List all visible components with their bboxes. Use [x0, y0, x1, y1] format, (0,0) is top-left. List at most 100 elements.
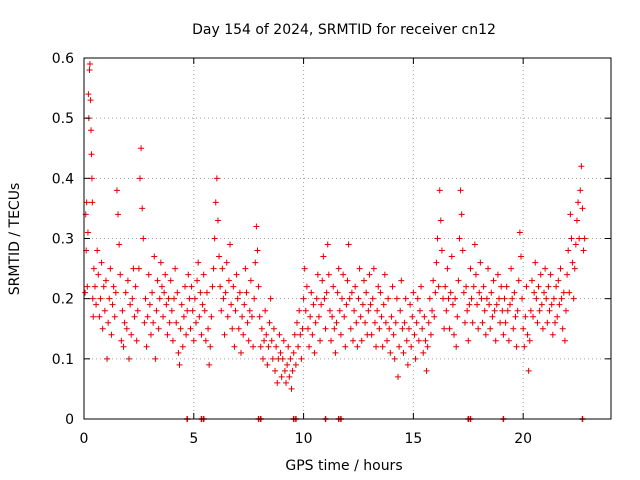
data-point	[577, 187, 584, 194]
data-point	[470, 283, 477, 290]
data-point	[220, 295, 227, 302]
data-point	[131, 313, 138, 320]
data-point	[381, 271, 388, 278]
data-point	[558, 295, 565, 302]
data-point	[297, 331, 304, 338]
data-point	[387, 349, 394, 356]
data-point	[427, 331, 434, 338]
data-point	[307, 313, 314, 320]
data-point	[443, 307, 450, 314]
data-point	[158, 283, 165, 290]
data-point	[539, 325, 546, 332]
data-point	[203, 289, 210, 296]
data-point	[578, 163, 585, 170]
data-point	[423, 367, 430, 374]
data-point	[173, 319, 180, 326]
data-point	[537, 271, 544, 278]
data-point	[243, 289, 250, 296]
data-point	[285, 343, 292, 350]
data-point	[478, 295, 485, 302]
x-tick-label: 5	[189, 431, 198, 447]
data-point	[96, 313, 103, 320]
data-point	[464, 307, 471, 314]
data-point	[449, 301, 456, 308]
data-point	[121, 319, 128, 326]
data-point	[151, 253, 158, 260]
data-point	[513, 343, 520, 350]
data-point	[492, 337, 499, 344]
data-point	[288, 385, 295, 392]
data-point	[100, 283, 107, 290]
data-point	[198, 331, 205, 338]
data-point	[110, 283, 117, 290]
data-point	[138, 145, 145, 152]
data-point	[572, 241, 579, 248]
data-point	[467, 265, 474, 272]
data-point	[86, 61, 93, 68]
data-point	[432, 289, 439, 296]
data-point	[337, 331, 344, 338]
data-point	[308, 289, 315, 296]
data-point	[234, 295, 241, 302]
data-point	[320, 253, 327, 260]
data-point	[332, 349, 339, 356]
data-point	[209, 283, 216, 290]
data-point	[85, 91, 92, 98]
data-point	[240, 331, 247, 338]
data-point	[422, 337, 429, 344]
data-point	[109, 301, 116, 308]
data-point	[256, 313, 263, 320]
data-point	[554, 313, 561, 320]
data-point	[424, 343, 431, 350]
data-point	[547, 271, 554, 278]
data-point	[91, 283, 98, 290]
data-point	[497, 319, 504, 326]
data-point	[258, 325, 265, 332]
data-point	[472, 271, 479, 278]
data-point	[216, 253, 223, 260]
data-point	[147, 331, 154, 338]
data-point	[322, 325, 329, 332]
data-point	[442, 283, 449, 290]
data-point	[398, 277, 405, 284]
data-point	[250, 343, 257, 350]
data-point	[389, 283, 396, 290]
data-point	[333, 319, 340, 326]
data-point	[565, 247, 572, 254]
data-point	[214, 217, 221, 224]
data-point	[180, 313, 187, 320]
data-point	[196, 313, 203, 320]
data-point	[177, 325, 184, 332]
data-point	[321, 295, 328, 302]
data-point	[291, 331, 298, 338]
data-point	[525, 367, 532, 374]
data-point	[500, 331, 507, 338]
y-tick-label: 0.3	[52, 232, 74, 248]
data-point	[317, 337, 324, 344]
data-point	[126, 355, 133, 362]
data-point	[189, 307, 196, 314]
data-point	[534, 319, 541, 326]
data-point	[541, 289, 548, 296]
data-point	[310, 301, 317, 308]
data-point	[212, 199, 219, 206]
data-point	[348, 289, 355, 296]
data-point	[538, 301, 545, 308]
data-point	[262, 307, 269, 314]
data-point	[524, 331, 531, 338]
data-point	[440, 295, 447, 302]
data-point	[353, 319, 360, 326]
data-point	[284, 361, 291, 368]
data-point	[244, 319, 251, 326]
data-point	[299, 325, 306, 332]
y-tick-label: 0.6	[52, 51, 74, 67]
data-point	[549, 331, 556, 338]
data-point	[120, 343, 127, 350]
data-point	[89, 199, 96, 206]
data-point	[430, 277, 437, 284]
data-point	[273, 343, 280, 350]
data-point	[130, 265, 137, 272]
data-point	[123, 325, 130, 332]
data-point	[391, 355, 398, 362]
data-point	[134, 307, 141, 314]
